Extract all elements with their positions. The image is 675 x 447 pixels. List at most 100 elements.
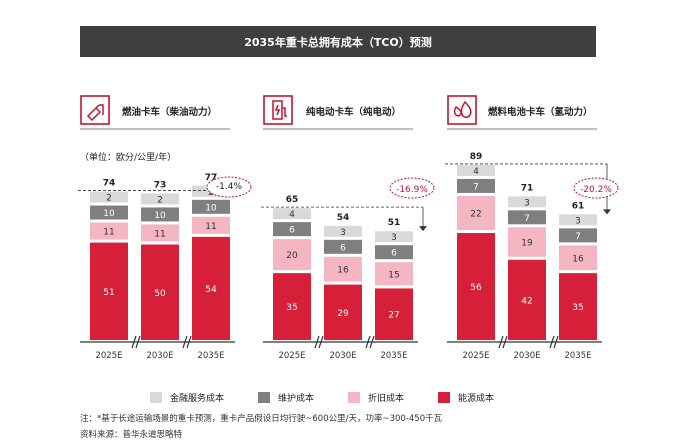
legend-swatch-depreciation bbox=[348, 392, 361, 403]
change-label: -16.9% bbox=[396, 185, 428, 195]
water-drops-icon-frame bbox=[447, 95, 477, 125]
bar-segment-maintenance bbox=[375, 245, 413, 260]
bar-segment-maintenance bbox=[324, 239, 362, 254]
bar-segment-finance bbox=[90, 191, 128, 203]
bar-segment-maintenance bbox=[273, 222, 311, 237]
fuel-pump-icon-frame bbox=[80, 95, 110, 125]
bar-segment-energy bbox=[192, 236, 230, 340]
data-label-depreciation: 15 bbox=[388, 270, 399, 280]
data-label-finance: 2 bbox=[157, 195, 163, 205]
bar-segment-maintenance bbox=[90, 205, 128, 220]
axis-break-mark bbox=[182, 335, 192, 349]
data-label-finance: 4 bbox=[473, 167, 479, 177]
data-label-finance: 3 bbox=[340, 228, 346, 238]
bar-segment-finance bbox=[559, 214, 597, 226]
change-ellipse bbox=[573, 177, 619, 199]
bar-segment-energy bbox=[273, 273, 311, 340]
axis-break-mark bbox=[131, 335, 141, 349]
bar-segment-energy bbox=[90, 242, 128, 340]
x-tick-label: 2030E bbox=[146, 351, 173, 361]
data-label-maintenance: 7 bbox=[473, 182, 479, 192]
change-ellipse bbox=[389, 177, 435, 199]
axis-break-mark bbox=[365, 335, 375, 349]
bar-segment-energy bbox=[559, 273, 597, 340]
bar-segment-maintenance bbox=[457, 178, 495, 193]
x-tick-label: 2030E bbox=[329, 351, 356, 361]
water-drops-icon bbox=[453, 100, 472, 119]
charger-bolt bbox=[274, 104, 287, 117]
panel-title: 燃油卡车（柴油动力） bbox=[122, 106, 217, 118]
bar-segment-energy bbox=[141, 244, 179, 340]
footnote: 注：*基于长途运输场景的重卡预测，重卡产品假设日均行驶~600公里/天，功率~3… bbox=[80, 414, 443, 424]
x-tick-label: 2025E bbox=[462, 351, 489, 361]
source-note: 资料来源：普华永道思略特 bbox=[80, 430, 183, 440]
panel-title: 纯电动卡车（纯电动） bbox=[306, 106, 401, 118]
bar-segment-energy bbox=[324, 284, 362, 340]
change-label: -20.2% bbox=[580, 185, 612, 195]
data-label-maintenance: 6 bbox=[289, 226, 295, 236]
legend-swatch-finance bbox=[150, 392, 162, 403]
axis-break-mark bbox=[314, 335, 324, 349]
data-label-finance: 3 bbox=[575, 216, 581, 226]
bar-segment-maintenance bbox=[559, 228, 597, 243]
bar-segment-depreciation bbox=[508, 227, 546, 257]
x-tick-label: 2035E bbox=[564, 351, 591, 361]
bar-segment-depreciation bbox=[559, 245, 597, 271]
bar-segment-maintenance bbox=[192, 199, 230, 214]
legend-item-finance: 金融服务成本 bbox=[150, 391, 224, 404]
total-label: 51 bbox=[388, 218, 401, 228]
bar-segment-finance bbox=[141, 193, 179, 205]
data-label-energy: 54 bbox=[205, 285, 217, 295]
x-tick-label: 2035E bbox=[197, 351, 224, 361]
change-label: -1.4% bbox=[216, 182, 243, 192]
arrow-down-icon bbox=[419, 226, 427, 232]
bar-segment-finance bbox=[324, 225, 362, 237]
legend: 金融服务成本 维护成本 折旧成本 能源成本 bbox=[150, 391, 494, 404]
bar-segment-finance bbox=[273, 208, 311, 220]
legend-item-maintenance: 维护成本 bbox=[258, 391, 314, 404]
bar-segment-finance bbox=[457, 164, 495, 176]
bar-segment-energy bbox=[457, 233, 495, 340]
bar-segment-depreciation bbox=[273, 239, 311, 271]
bar-segment-energy bbox=[375, 288, 413, 340]
ev-charger-icon bbox=[272, 100, 287, 120]
legend-label-maintenance: 维护成本 bbox=[278, 394, 315, 404]
bar-segment-finance bbox=[375, 231, 413, 243]
bar-segment-depreciation bbox=[324, 256, 362, 282]
charger-body bbox=[272, 100, 283, 120]
legend-item-depreciation: 折旧成本 bbox=[348, 391, 404, 404]
drop-small bbox=[453, 105, 462, 117]
x-tick-label: 2035E bbox=[380, 351, 407, 361]
bar-segment-depreciation bbox=[192, 216, 230, 234]
fuel-pump-shape bbox=[86, 104, 104, 122]
bar-segment-depreciation bbox=[457, 195, 495, 231]
x-tick-label: 2030E bbox=[513, 351, 540, 361]
total-label: 61 bbox=[572, 201, 585, 211]
legend-swatch-maintenance bbox=[258, 392, 271, 403]
arrow-down-icon bbox=[603, 209, 611, 215]
data-label-finance: 3 bbox=[391, 233, 397, 243]
fuel-pump-icon bbox=[86, 104, 104, 122]
bar-segment-depreciation bbox=[375, 262, 413, 286]
ev-charger-icon-frame bbox=[263, 95, 293, 125]
data-label-maintenance: 6 bbox=[391, 249, 397, 259]
data-label-energy: 35 bbox=[286, 303, 297, 313]
data-label-energy: 29 bbox=[337, 309, 349, 319]
total-label: 89 bbox=[470, 152, 483, 162]
data-label-depreciation: 20 bbox=[286, 251, 298, 261]
axis-break-mark bbox=[498, 335, 508, 349]
data-label-depreciation: 11 bbox=[154, 229, 165, 239]
bar-segment-finance bbox=[508, 196, 546, 208]
bar-segment-depreciation bbox=[141, 224, 179, 242]
data-label-finance: 2 bbox=[208, 188, 214, 198]
data-label-energy: 51 bbox=[103, 288, 114, 298]
data-label-depreciation: 16 bbox=[337, 266, 349, 276]
data-label-energy: 27 bbox=[388, 311, 399, 321]
legend-label-energy: 能源成本 bbox=[458, 394, 495, 404]
x-tick-label: 2025E bbox=[95, 351, 122, 361]
total-label: 54 bbox=[337, 213, 350, 223]
data-label-finance: 3 bbox=[524, 198, 530, 208]
panel-title: 燃料电池卡车（氢动力） bbox=[488, 106, 593, 118]
total-label: 71 bbox=[521, 183, 534, 193]
